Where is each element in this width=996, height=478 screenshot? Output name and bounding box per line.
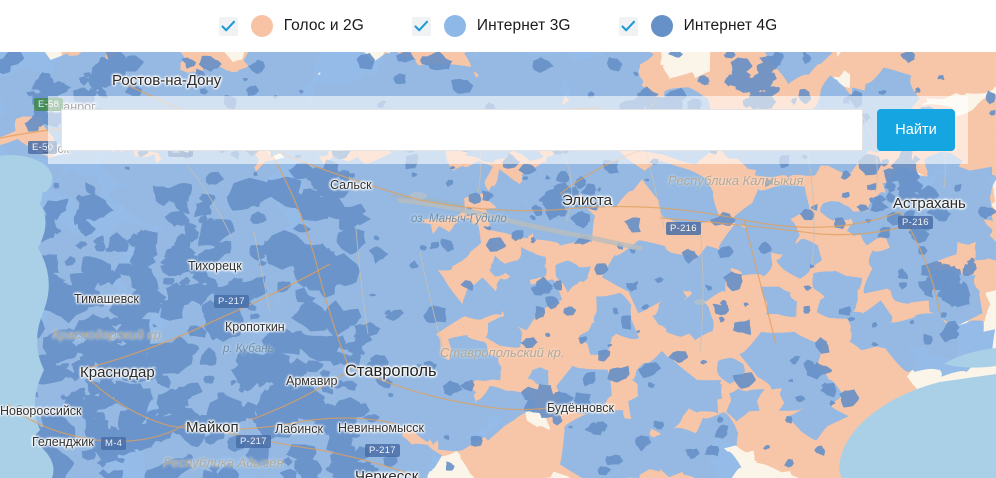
swatch-4g <box>650 15 673 37</box>
coverage-legend: Голос и 2G Интернет 3G Интернет 4G <box>0 0 996 52</box>
legend-item-4g[interactable]: Интернет 4G <box>618 10 778 42</box>
swatch-2g <box>250 15 273 37</box>
search-input[interactable] <box>61 109 863 151</box>
checkbox-4g[interactable] <box>618 16 638 36</box>
legend-label-2g: Голос и 2G <box>283 17 364 34</box>
search-panel: Найти <box>48 96 968 164</box>
legend-item-3g[interactable]: Интернет 3G <box>411 10 571 42</box>
swatch-3g <box>443 15 466 37</box>
checkbox-3g[interactable] <box>411 16 431 36</box>
checkbox-2g[interactable] <box>218 16 238 36</box>
legend-label-4g: Интернет 4G <box>683 17 778 34</box>
legend-label-3g: Интернет 3G <box>476 17 571 34</box>
search-button[interactable]: Найти <box>877 109 955 151</box>
legend-item-2g[interactable]: Голос и 2G <box>218 10 364 42</box>
